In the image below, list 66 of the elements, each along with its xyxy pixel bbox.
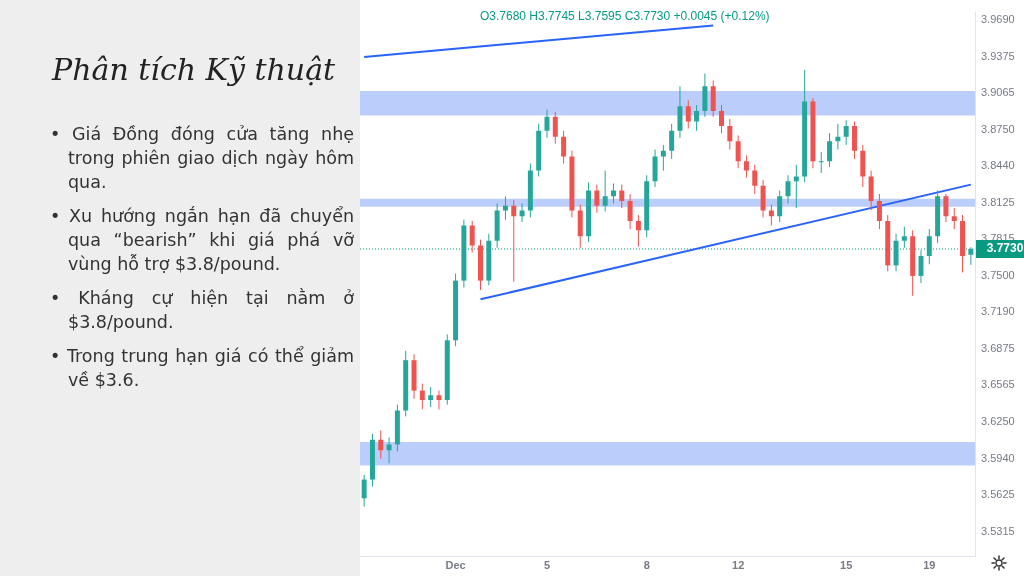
y-tick-label: 3.7190 bbox=[981, 305, 1015, 318]
x-tick-label: 5 bbox=[543, 559, 551, 572]
candlestick bbox=[943, 193, 949, 223]
candlestick bbox=[511, 199, 517, 283]
y-tick-label: 3.6875 bbox=[981, 342, 1015, 355]
ref-line-label: 3.7730 bbox=[986, 241, 1024, 256]
x-tick-label: 12 bbox=[732, 559, 745, 572]
candlestick bbox=[627, 193, 633, 230]
text: • Giá Đồng đóng cửa tăng nhẹ trong phiên giao dịch ngày hôm qua. bbox=[50, 123, 354, 194]
chart-subtitle: O3.7680 H3.7745 L3.7595 C3.7730 +0.0045 (+0.12%) bbox=[480, 9, 770, 23]
candlestick bbox=[660, 144, 666, 172]
candlestick bbox=[635, 214, 641, 248]
candlestick bbox=[719, 104, 725, 134]
candlestick bbox=[361, 474, 367, 507]
candlestick bbox=[743, 154, 749, 179]
text: • Trong trung hạn giá có thể giảm về $3.6. bbox=[50, 345, 354, 392]
y-tick-label: 3.5940 bbox=[981, 451, 1015, 464]
y-tick-label: 3.8440 bbox=[981, 158, 1015, 171]
candlestick bbox=[727, 118, 733, 151]
candlestick bbox=[619, 184, 625, 209]
candlestick bbox=[610, 182, 616, 204]
y-tick-label: 3.5315 bbox=[981, 524, 1015, 537]
x-tick-label: 8 bbox=[643, 559, 650, 572]
candlestick bbox=[827, 132, 833, 168]
candlestick bbox=[552, 111, 558, 145]
candlestick bbox=[785, 174, 791, 204]
candlestick bbox=[843, 119, 849, 146]
candlestick bbox=[436, 390, 442, 410]
y-tick-label: 3.6565 bbox=[981, 378, 1015, 391]
y-tick-label: 3.9690 bbox=[981, 12, 1015, 25]
candlestick bbox=[386, 436, 392, 464]
candlestick bbox=[669, 123, 675, 160]
candlestick bbox=[768, 204, 774, 227]
candlestick bbox=[594, 184, 600, 214]
candlestick bbox=[752, 164, 758, 195]
candlestick bbox=[876, 193, 882, 230]
candlestick bbox=[428, 386, 434, 408]
x-tick-label: 15 bbox=[840, 559, 853, 572]
text: • Kháng cự hiện tại nằm ở $3.8/pound. bbox=[50, 287, 354, 334]
candlestick bbox=[602, 170, 608, 213]
candlestick bbox=[777, 189, 783, 223]
y-tick-label: 3.9065 bbox=[981, 85, 1015, 98]
y-tick-label: 3.8750 bbox=[981, 122, 1015, 135]
candlestick bbox=[469, 220, 475, 254]
candlestick bbox=[561, 130, 567, 165]
candlestick bbox=[951, 207, 957, 230]
candlestick bbox=[926, 228, 932, 265]
text: Phân tích Kỹ thuật bbox=[52, 52, 336, 87]
y-tick-label: 3.5625 bbox=[981, 488, 1015, 501]
candlestick bbox=[735, 134, 741, 169]
y-tick-label: 3.9375 bbox=[981, 49, 1015, 62]
candlestick bbox=[793, 164, 799, 209]
candlestick bbox=[519, 202, 525, 223]
y-tick-label: 3.7500 bbox=[981, 268, 1015, 281]
candlestick bbox=[685, 99, 691, 129]
candlestick bbox=[901, 226, 907, 249]
candlestick bbox=[918, 249, 924, 284]
candlestick bbox=[694, 104, 700, 132]
x-tick-label: Dec bbox=[445, 559, 466, 572]
candlestick bbox=[818, 151, 824, 174]
candlestick bbox=[419, 383, 425, 410]
y-tick-label: 3.6250 bbox=[981, 415, 1015, 428]
text: • Xu hướng ngắn hạn đã chuyển qua “bearish” khi giá phá vỡ vùng hỗ trợ $3.8/pound. bbox=[50, 205, 354, 276]
x-tick-label: 19 bbox=[923, 559, 936, 572]
candlestick bbox=[378, 429, 384, 459]
y-tick-label: 3.8125 bbox=[981, 195, 1015, 208]
